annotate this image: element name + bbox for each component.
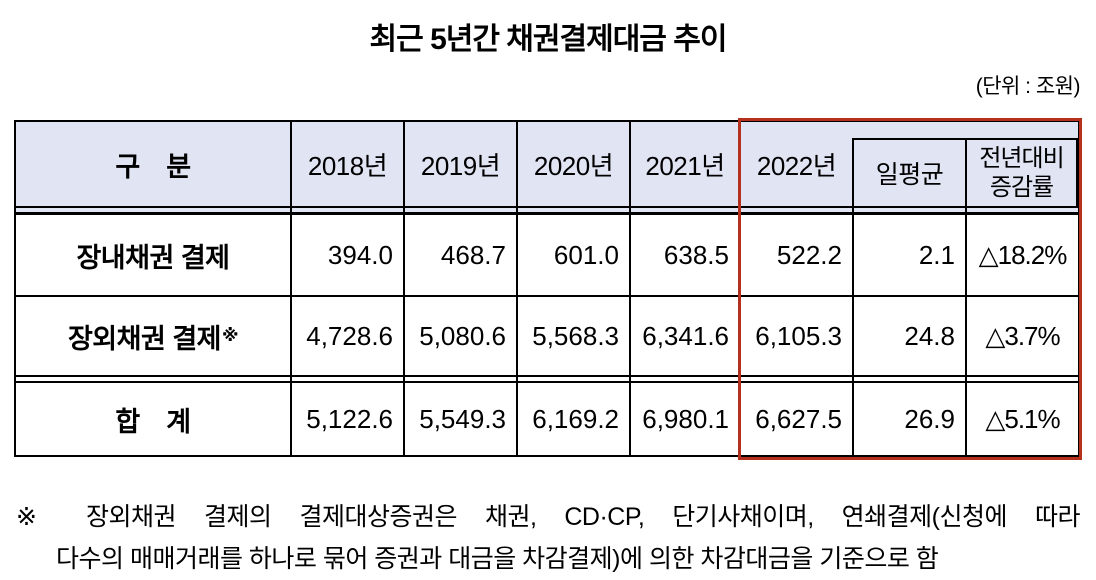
- footnote-line-1: ※ 장외채권 결제의 결제대상증권은 채권, CD·CP, 단기사채이며, 연쇄…: [16, 503, 1081, 531]
- page-title: 최근 5년간 채권결제대금 추이: [369, 23, 728, 56]
- cell-2020: 6,169.2: [516, 383, 629, 455]
- cell-2019: 5,080.6: [403, 295, 516, 375]
- yoy-label-line1: 전년대비: [979, 145, 1064, 172]
- col-header-2018: 2018년: [290, 122, 403, 206]
- row-label: 장내채권 결제: [76, 242, 230, 273]
- row-label: 합 계: [115, 406, 191, 437]
- col-header-category: 구 분: [16, 122, 290, 206]
- cell-2018: 5,122.6: [290, 383, 403, 455]
- cell-daily-average: 26.9: [852, 383, 965, 455]
- cell-2020: 601.0: [516, 215, 629, 295]
- row-label: 장외채권 결제 ※: [16, 295, 290, 375]
- yoy-label-line2: 증감률: [989, 174, 1054, 201]
- settlement-table: 구 분 2018년 2019년 2020년 2021년 2022년 일평균 전년…: [14, 118, 1082, 460]
- cell-2018: 394.0: [290, 215, 403, 295]
- col-header-2019: 2019년: [403, 122, 516, 206]
- subheader-box: 일평균 전년대비 증감률: [852, 138, 1078, 206]
- cell-daily-average: 2.1: [852, 215, 965, 295]
- cell-2021: 6,341.6: [629, 295, 739, 375]
- cell-2018: 4,728.6: [290, 295, 403, 375]
- subheader-group: 일평균 전년대비 증감률: [852, 122, 1078, 206]
- col-header-2020: 2020년: [516, 122, 629, 206]
- cell-yoy-change: △5.1%: [965, 383, 1078, 455]
- cell-2022: 6,105.3: [739, 295, 852, 375]
- cell-2019: 468.7: [403, 215, 516, 295]
- cell-2021: 638.5: [629, 215, 739, 295]
- col-header-yoy-change: 전년대비 증감률: [965, 140, 1076, 206]
- col-header-2022: 2022년: [739, 122, 852, 206]
- cell-2019: 5,549.3: [403, 383, 516, 455]
- cell-yoy-change: △18.2%: [965, 215, 1078, 295]
- cell-2020: 5,568.3: [516, 295, 629, 375]
- cell-daily-average: 24.8: [852, 295, 965, 375]
- col-header-2021: 2021년: [629, 122, 739, 206]
- cell-2021: 6,980.1: [629, 383, 739, 455]
- footnote-line-2: 다수의 매매거래를 하나로 묶어 증권과 대금을 차감결제)에 의한 차감대금을…: [56, 545, 939, 573]
- cell-2022: 522.2: [739, 215, 852, 295]
- footnote: ※ 장외채권 결제의 결제대상증권은 채권, CD·CP, 단기사채이며, 연쇄…: [16, 496, 1081, 580]
- cell-yoy-change: △3.7%: [965, 295, 1078, 375]
- cell-2022: 6,627.5: [739, 383, 852, 455]
- unit-label: (단위 : 조원): [975, 75, 1081, 98]
- col-header-daily-average: 일평균: [875, 161, 944, 189]
